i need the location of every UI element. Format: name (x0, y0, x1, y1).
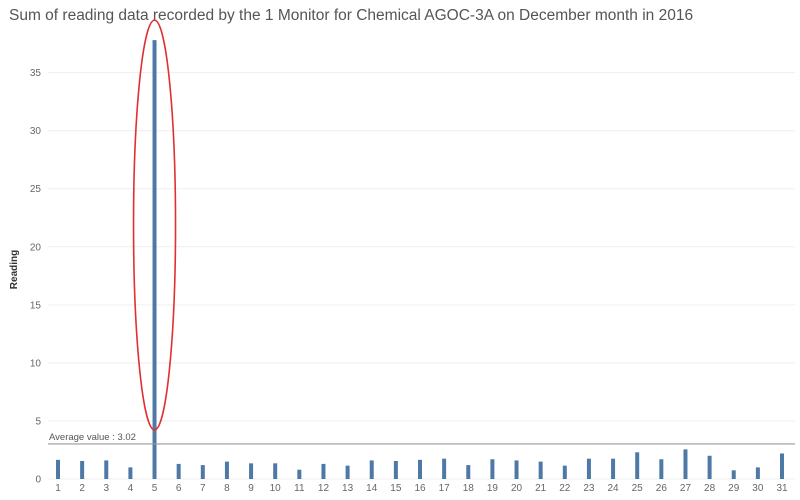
bar-day-6 (176, 463, 181, 479)
x-tick-label: 28 (704, 483, 716, 494)
bar-day-30 (755, 467, 760, 479)
bar-day-5 (152, 40, 157, 480)
x-tick-label: 26 (656, 483, 668, 494)
x-tick-label: 27 (680, 483, 692, 494)
bar-day-22 (562, 465, 567, 479)
bar-day-28 (707, 455, 712, 479)
x-tick-label: 14 (366, 483, 378, 494)
bar-day-25 (635, 452, 640, 479)
bar-day-9 (249, 463, 254, 479)
x-tick-label: 24 (608, 483, 620, 494)
bar-day-27 (683, 449, 688, 479)
x-tick-label: 22 (559, 483, 571, 494)
x-tick-label: 25 (632, 483, 644, 494)
x-tick-label: 2 (79, 483, 85, 494)
y-axis-label: Reading (9, 250, 20, 289)
bar-day-13 (345, 465, 350, 479)
bar-day-16 (418, 459, 422, 479)
x-tick-label: 1 (55, 483, 61, 494)
bars (56, 40, 784, 480)
bar-day-3 (104, 460, 109, 479)
y-tick-label: 30 (30, 126, 42, 137)
gridlines (48, 72, 795, 480)
bar-day-14 (369, 460, 374, 479)
highlight-annotation (132, 19, 177, 431)
bar-day-11 (297, 469, 302, 479)
bar-day-10 (273, 463, 278, 479)
x-tick-label: 11 (294, 483, 305, 494)
bar-day-17 (442, 458, 447, 479)
x-tick-label: 8 (224, 483, 230, 494)
x-tick-label: 10 (270, 483, 282, 494)
y-tick-label: 0 (35, 475, 41, 486)
x-tick-label: 16 (414, 483, 426, 494)
bar-day-15 (393, 461, 398, 479)
bar-day-8 (224, 461, 229, 479)
x-tick-label: 18 (463, 483, 475, 494)
x-tick-label: 4 (128, 483, 134, 494)
x-tick-label: 31 (776, 483, 788, 494)
bar-day-2 (80, 461, 85, 479)
bar-day-4 (128, 467, 133, 479)
average-reference-line: Average value : 3.02 (48, 432, 795, 445)
bar-day-29 (731, 470, 736, 479)
y-axis: 0 5 10 15 20 25 30 35 (30, 68, 42, 485)
x-tick-label: 13 (342, 483, 354, 494)
x-axis: 1 2 3 4 5 6 7 8 9 10 11 12 13 14 15 16 17 18 19 20 21 22 23 24 2… (55, 483, 788, 494)
y-tick-label: 15 (30, 300, 42, 311)
bar-day-19 (490, 459, 495, 479)
x-tick-label: 3 (103, 483, 109, 494)
x-tick-label: 7 (200, 483, 206, 494)
y-tick-label: 20 (30, 242, 42, 253)
bar-day-20 (514, 460, 519, 479)
average-label: Average value : 3.02 (49, 432, 136, 443)
x-tick-label: 19 (487, 483, 499, 494)
x-tick-label: 21 (535, 483, 547, 494)
x-tick-label: 6 (176, 483, 182, 494)
bar-day-23 (586, 458, 591, 479)
bar-day-18 (466, 465, 471, 479)
x-tick-label: 20 (511, 483, 523, 494)
x-tick-label: 12 (318, 483, 330, 494)
x-tick-label: 15 (390, 483, 402, 494)
y-tick-label: 10 (30, 358, 42, 369)
bar-day-12 (321, 463, 326, 479)
x-tick-label: 17 (439, 483, 451, 494)
x-tick-label: 9 (248, 483, 254, 494)
bar-day-31 (780, 453, 784, 479)
x-tick-label: 23 (583, 483, 595, 494)
y-tick-label: 35 (30, 68, 42, 79)
bar-day-1 (56, 459, 60, 479)
x-tick-label: 5 (152, 483, 158, 494)
bar-day-21 (538, 461, 543, 479)
highlight-ellipse (132, 19, 177, 431)
y-tick-label: 25 (30, 184, 42, 195)
bar-day-7 (200, 465, 205, 479)
bar-day-26 (659, 459, 664, 479)
bar-day-24 (611, 458, 616, 479)
y-tick-label: 5 (35, 416, 41, 427)
x-tick-label: 29 (728, 483, 740, 494)
chart-title: Sum of reading data recorded by the 1 Mo… (9, 7, 694, 24)
x-tick-label: 30 (752, 483, 764, 494)
